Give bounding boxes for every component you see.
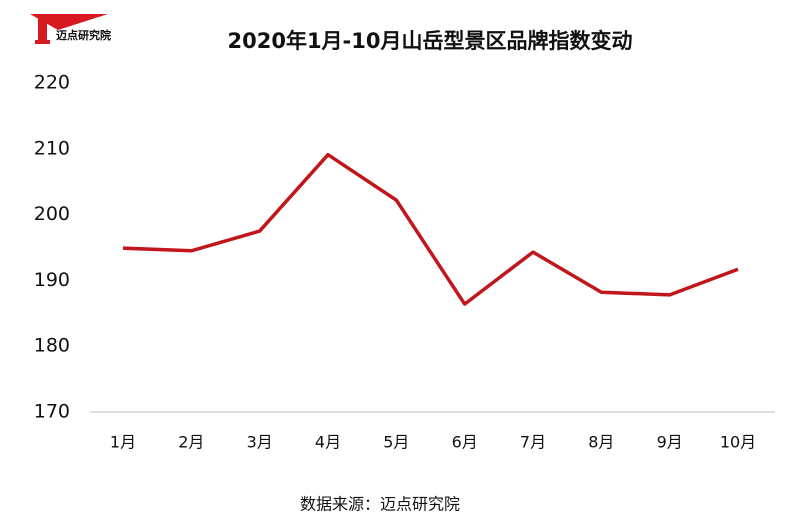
x-tick-label: 9月 [657,433,683,452]
logo-icon [30,14,108,44]
y-tick-label: 170 [34,401,70,423]
x-tick-label: 1月 [110,433,136,452]
x-tick-label: 5月 [383,433,409,452]
source-note: 数据来源：迈点研究院 [300,495,460,514]
y-tick-label: 180 [34,335,70,357]
x-tick-label: 8月 [588,433,614,452]
x-tick-label: 2月 [178,433,204,452]
x-tick-label: 10月 [720,433,756,452]
logo-text: 迈点研究院 [56,28,111,42]
x-tick-label: 3月 [247,433,273,452]
x-tick-label: 7月 [520,433,546,452]
x-tick-label: 6月 [452,433,478,452]
data-line [122,152,739,306]
y-tick-label: 210 [34,137,70,159]
y-tick-label: 220 [34,72,70,94]
chart-title: 2020年1月-10月山岳型景区品牌指数变动 [228,29,633,53]
x-tick-label: 4月 [315,433,341,452]
y-tick-label: 200 [34,203,70,225]
y-tick-label: 190 [34,269,70,291]
